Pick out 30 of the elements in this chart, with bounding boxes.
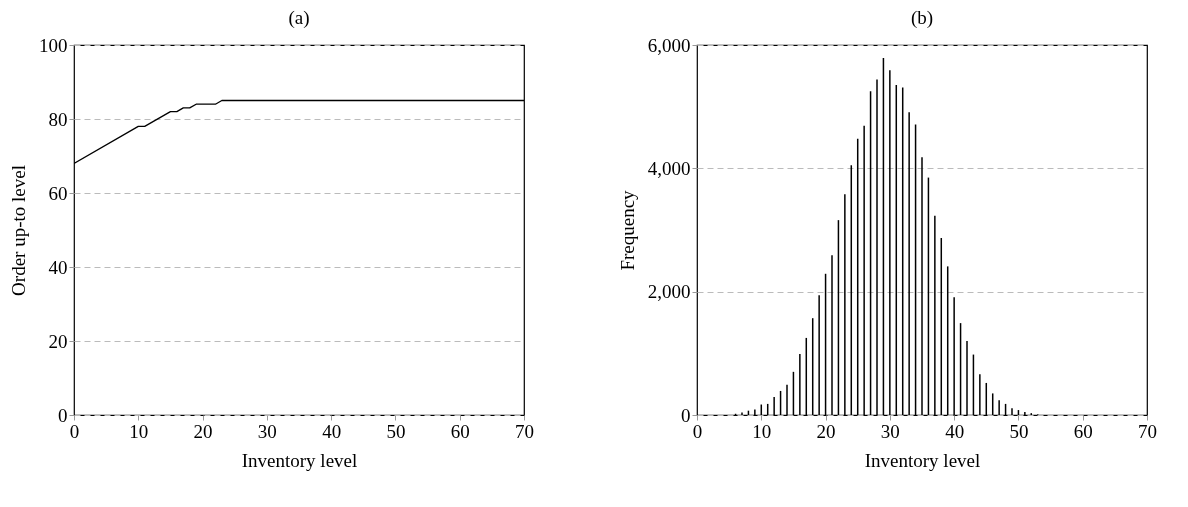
y-axis-title: Frequency xyxy=(616,189,638,271)
y-tick-label: 4,000 xyxy=(647,157,691,179)
y-tick-label: 6,000 xyxy=(647,34,691,56)
x-tick-label: 50 xyxy=(386,420,406,442)
chart-title: (b) xyxy=(910,7,934,29)
y-tick-label: 100 xyxy=(39,34,68,56)
x-tick-label: 10 xyxy=(129,420,149,442)
x-tick-label: 20 xyxy=(816,420,836,442)
y-tick-label: 40 xyxy=(48,256,68,278)
y-tick-label: 60 xyxy=(48,182,68,204)
x-tick-label: 70 xyxy=(515,420,534,442)
x-tick-label: 60 xyxy=(1073,420,1093,442)
x-tick-label: 40 xyxy=(945,420,965,442)
x-tick-label: 20 xyxy=(193,420,213,442)
x-tick-label: 40 xyxy=(322,420,342,442)
x-tick-label: 70 xyxy=(1138,420,1157,442)
x-tick-label: 30 xyxy=(257,420,277,442)
x-tick-label: 60 xyxy=(450,420,470,442)
x-tick-label: 50 xyxy=(1009,420,1029,442)
y-tick-label: 80 xyxy=(48,108,68,130)
x-tick-label: 10 xyxy=(752,420,772,442)
y-tick-label: 2,000 xyxy=(647,281,691,303)
x-axis-title: Inventory level xyxy=(241,449,358,471)
y-tick-label: 20 xyxy=(48,330,68,352)
x-tick-label: 30 xyxy=(880,420,900,442)
chart-title: (a) xyxy=(288,7,310,29)
x-axis-title: Inventory level xyxy=(864,449,981,471)
y-tick-label: 0 xyxy=(681,404,691,426)
y-axis-title: Order up-to level xyxy=(8,165,29,296)
y-tick-label: 0 xyxy=(58,404,68,426)
